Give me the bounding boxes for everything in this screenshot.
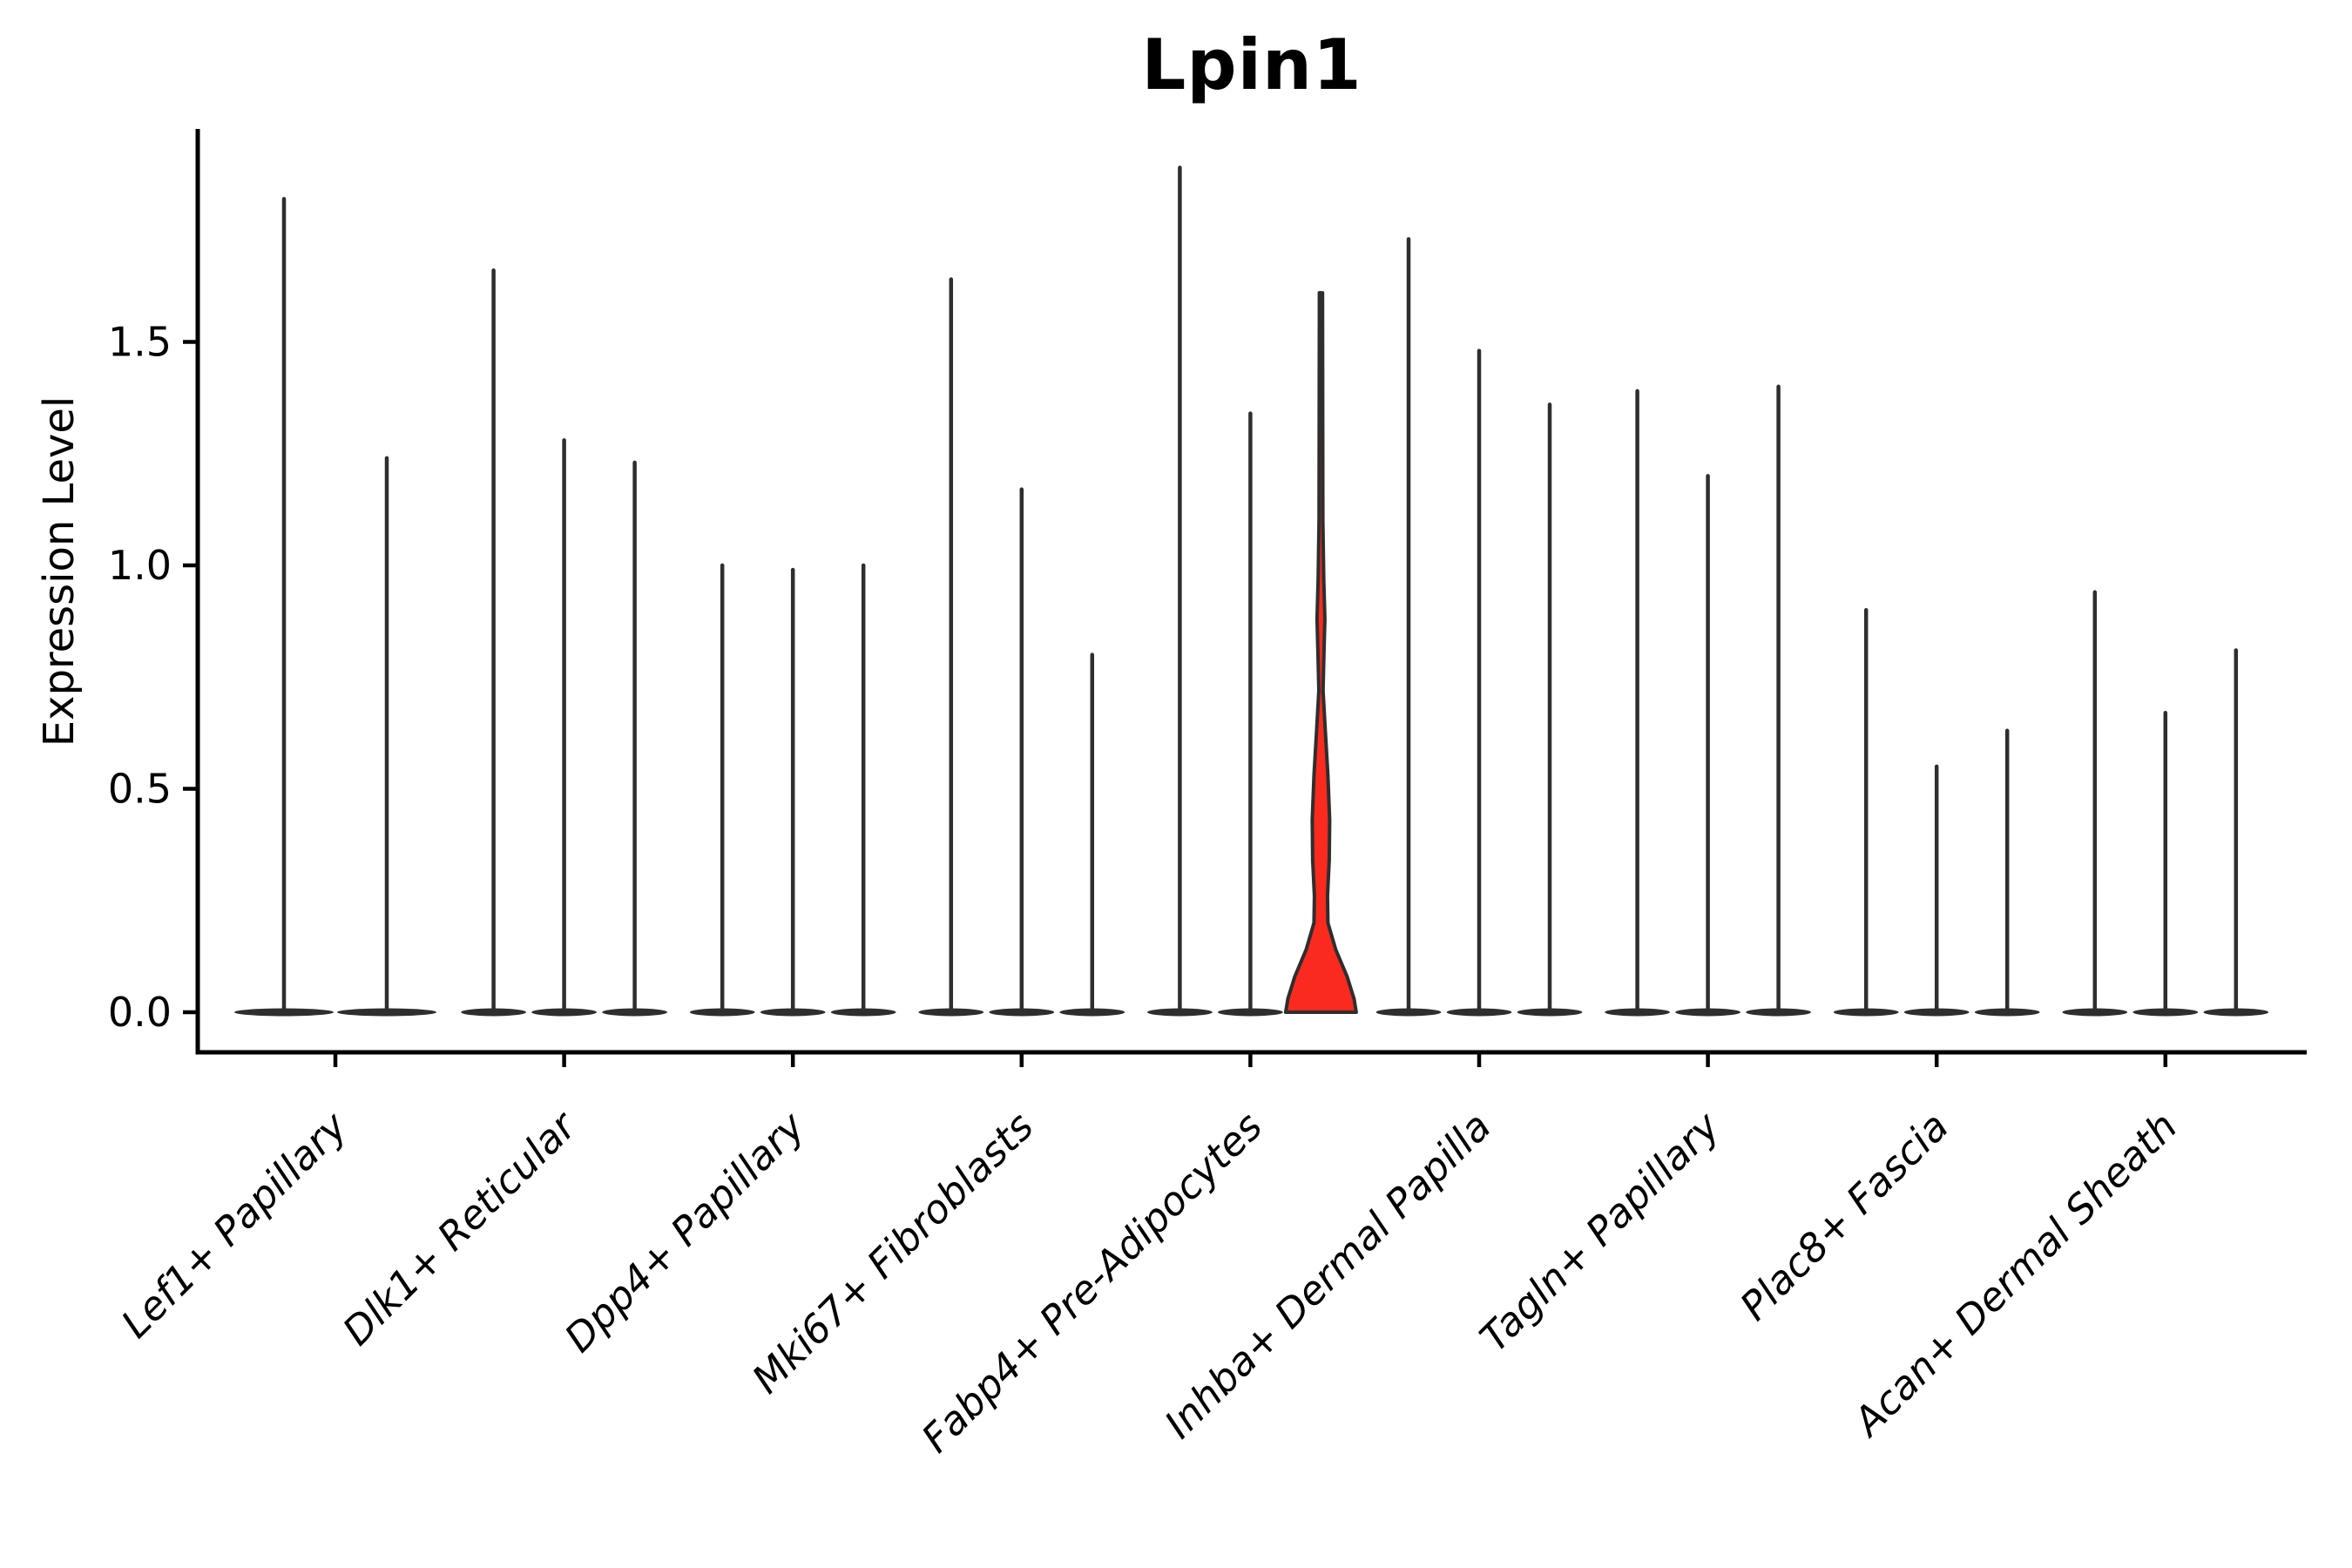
y-axis-label: Expression Level [35, 395, 84, 747]
chart-title: Lpin1 [1141, 24, 1362, 105]
violin [531, 438, 597, 1017]
violin [1147, 166, 1213, 1017]
violin [337, 456, 436, 1017]
violin [602, 460, 667, 1017]
x-tick-label: Dpp4+ Papillary [556, 1102, 814, 1361]
violin [918, 277, 984, 1017]
axes-layer [183, 129, 2307, 1067]
violin [1833, 608, 1899, 1017]
y-tick-label: 1.5 [108, 319, 172, 366]
violin [1375, 237, 1442, 1017]
x-tick-label: Lef1+ Papillary [112, 1102, 357, 1347]
violin [1903, 764, 1970, 1017]
x-tick-label: Dlk1+ Reticular [334, 1102, 586, 1355]
y-tick-label: 0.5 [108, 766, 172, 813]
violin [1218, 411, 1283, 1017]
violins-layer [234, 166, 2269, 1017]
violin [760, 567, 826, 1017]
violin [1283, 291, 1358, 1014]
violin [830, 563, 896, 1017]
x-tick-label: Tagln+ Papillary [1470, 1102, 1729, 1361]
y-tick-label: 0.0 [108, 989, 172, 1036]
violin [2132, 711, 2199, 1017]
violin [1517, 402, 1583, 1017]
violin [1675, 474, 1740, 1017]
violin [461, 268, 526, 1017]
violin [1446, 348, 1512, 1017]
y-tick-label: 1.0 [108, 542, 172, 589]
violin [234, 197, 334, 1017]
violin [1974, 728, 2040, 1017]
x-tick-label: Plac8+ Fascia [1731, 1103, 1957, 1329]
violin [1059, 652, 1125, 1017]
violin [989, 487, 1055, 1017]
violin [2062, 590, 2128, 1017]
violin [1746, 384, 1811, 1017]
violin [1605, 389, 1670, 1017]
highlighted-violin-body [1283, 291, 1358, 1014]
violin [2203, 648, 2269, 1017]
violin [689, 563, 755, 1017]
